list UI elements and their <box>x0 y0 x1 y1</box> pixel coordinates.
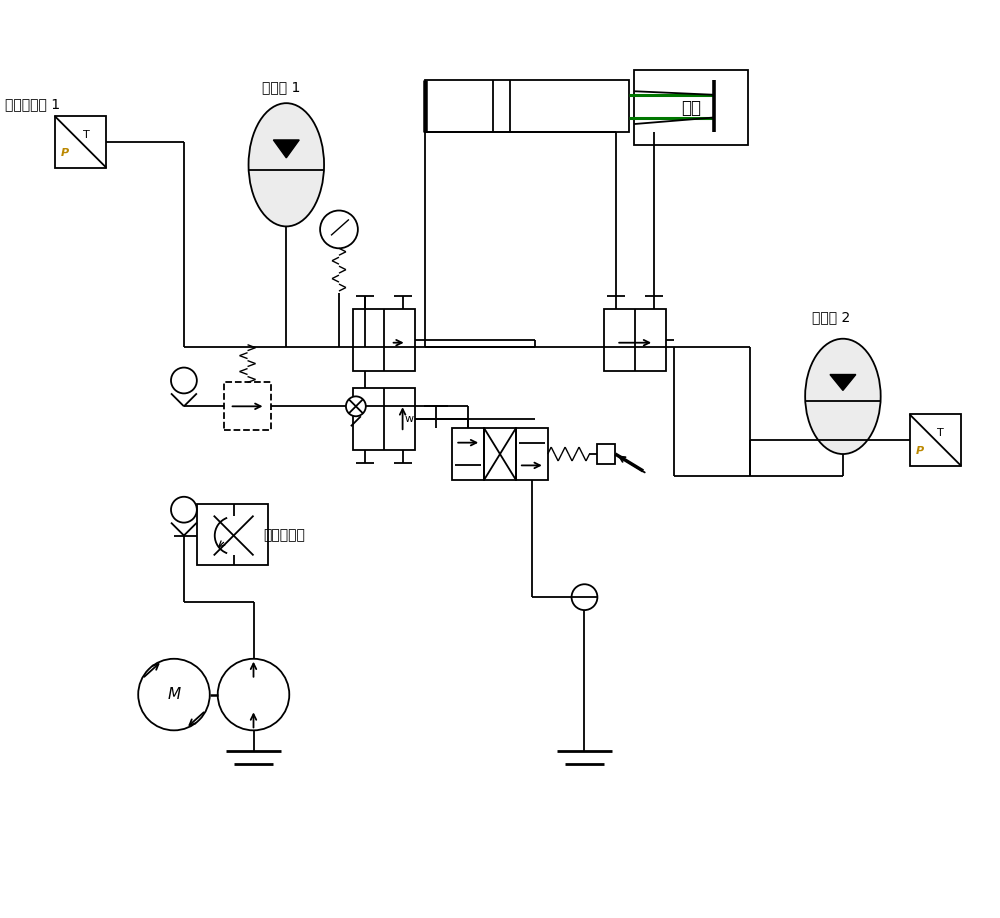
Bar <box>516 428 548 480</box>
Bar <box>634 71 748 145</box>
Text: T: T <box>937 428 944 438</box>
Text: T: T <box>83 130 89 140</box>
Bar <box>353 388 415 450</box>
Text: P: P <box>61 148 69 158</box>
Text: 压力变送器 1: 压力变送器 1 <box>5 97 60 111</box>
Bar <box>197 504 268 565</box>
Bar <box>484 428 516 480</box>
Bar <box>910 414 961 466</box>
Bar <box>425 80 629 132</box>
Circle shape <box>138 659 210 731</box>
Bar <box>452 428 484 480</box>
Text: P: P <box>915 446 924 456</box>
Bar <box>604 309 666 371</box>
Bar <box>353 309 415 371</box>
Text: 蔽能器 1: 蔽能器 1 <box>262 80 301 95</box>
Ellipse shape <box>805 339 881 454</box>
Circle shape <box>320 210 358 248</box>
Polygon shape <box>830 375 856 390</box>
Circle shape <box>171 497 197 522</box>
Ellipse shape <box>249 103 324 227</box>
Bar <box>597 444 615 464</box>
Text: 浆叶: 浆叶 <box>681 98 701 117</box>
Circle shape <box>572 584 597 610</box>
Circle shape <box>218 659 289 731</box>
Circle shape <box>171 367 197 394</box>
Bar <box>55 116 106 168</box>
Text: 蔽能器 2: 蔽能器 2 <box>812 310 850 324</box>
Polygon shape <box>273 140 299 158</box>
Text: w: w <box>405 414 414 424</box>
Circle shape <box>346 397 366 416</box>
Bar <box>224 383 271 431</box>
Text: 单向节流阀: 单向节流阀 <box>263 529 305 543</box>
Text: M: M <box>167 687 181 702</box>
